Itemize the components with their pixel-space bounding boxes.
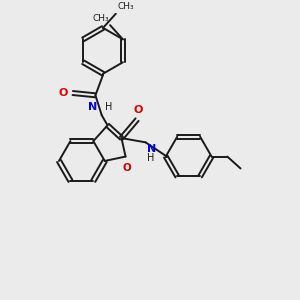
Text: O: O	[134, 104, 143, 115]
Text: N: N	[147, 144, 156, 154]
Text: H: H	[105, 102, 113, 112]
Text: CH₃: CH₃	[92, 14, 109, 23]
Text: H: H	[147, 153, 154, 163]
Text: O: O	[58, 88, 68, 98]
Text: CH₃: CH₃	[117, 2, 134, 11]
Text: O: O	[123, 163, 131, 173]
Text: N: N	[88, 102, 98, 112]
